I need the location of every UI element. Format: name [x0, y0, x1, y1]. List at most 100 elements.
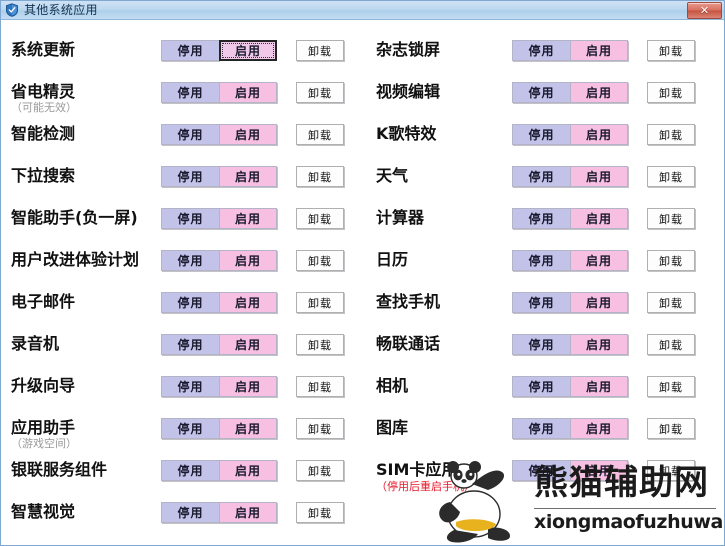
app-toggle-group: 停用 启用 — [161, 208, 277, 229]
disable-button[interactable]: 停用 — [161, 82, 219, 103]
uninstall-button[interactable]: 卸载 — [647, 250, 695, 271]
app-list: 系统更新 停用 启用 卸载 省电精灵 （可能无效） 停用 启用 卸载 智能检测 停用 启用 卸载 下拉搜索… — [1, 20, 724, 545]
disable-button[interactable]: 停用 — [512, 250, 570, 271]
disable-button[interactable]: 停用 — [512, 208, 570, 229]
app-row: K歌特效 停用 启用 卸载 — [364, 118, 724, 160]
uninstall-button[interactable]: 卸载 — [296, 166, 344, 187]
app-row: 银联服务组件 停用 启用 卸载 — [1, 454, 363, 496]
uninstall-button[interactable]: 卸载 — [647, 376, 695, 397]
app-name-label: 用户改进体验计划 — [11, 250, 140, 269]
app-row: 系统更新 停用 启用 卸载 — [1, 34, 363, 76]
disable-button[interactable]: 停用 — [161, 418, 219, 439]
app-name-label: 下拉搜索 — [11, 166, 76, 185]
enable-button[interactable]: 启用 — [570, 82, 628, 103]
uninstall-button[interactable]: 卸载 — [296, 460, 344, 481]
app-row: 天气 停用 启用 卸载 — [364, 160, 724, 202]
app-row: 下拉搜索 停用 启用 卸载 — [1, 160, 363, 202]
disable-button[interactable]: 停用 — [512, 40, 570, 61]
disable-button[interactable]: 停用 — [161, 166, 219, 187]
enable-button[interactable]: 启用 — [219, 502, 277, 523]
app-name-label: 电子邮件 — [11, 292, 76, 311]
enable-button[interactable]: 启用 — [219, 460, 277, 481]
app-row: 视频编辑 停用 启用 卸载 — [364, 76, 724, 118]
enable-button[interactable]: 启用 — [219, 418, 277, 439]
enable-button[interactable]: 启用 — [570, 208, 628, 229]
app-toggle-group: 停用 启用 — [512, 250, 628, 271]
disable-button[interactable]: 停用 — [161, 376, 219, 397]
disable-button[interactable]: 停用 — [512, 124, 570, 145]
uninstall-button[interactable]: 卸载 — [647, 82, 695, 103]
enable-button[interactable]: 启用 — [570, 40, 628, 61]
uninstall-button[interactable]: 卸载 — [647, 124, 695, 145]
app-toggle-group: 停用 启用 — [512, 376, 628, 397]
app-name-label: 天气 — [376, 166, 409, 185]
app-column-right: 杂志锁屏 停用 启用 卸载 视频编辑 停用 启用 卸载 K歌特效 停用 启用 卸载 天气 停用 启用 卸载 计算… — [364, 20, 724, 545]
disable-button[interactable]: 停用 — [512, 292, 570, 313]
enable-button[interactable]: 启用 — [570, 292, 628, 313]
enable-button[interactable]: 启用 — [219, 250, 277, 271]
enable-button[interactable]: 启用 — [219, 334, 277, 355]
close-icon: ✕ — [699, 3, 710, 17]
app-name-label: 智能检测 — [11, 124, 76, 143]
disable-button[interactable]: 停用 — [161, 40, 219, 61]
uninstall-button[interactable]: 卸载 — [296, 418, 344, 439]
uninstall-button[interactable]: 卸载 — [296, 40, 344, 61]
uninstall-button[interactable]: 卸载 — [647, 166, 695, 187]
uninstall-button[interactable]: 卸载 — [296, 502, 344, 523]
enable-button[interactable]: 启用 — [219, 82, 277, 103]
disable-button[interactable]: 停用 — [512, 418, 570, 439]
disable-button[interactable]: 停用 — [161, 292, 219, 313]
disable-button[interactable]: 停用 — [512, 460, 570, 481]
app-toggle-group: 停用 启用 — [161, 124, 277, 145]
uninstall-button[interactable]: 卸载 — [296, 124, 344, 145]
enable-button[interactable]: 启用 — [570, 418, 628, 439]
uninstall-button[interactable]: 卸载 — [296, 250, 344, 271]
uninstall-button[interactable]: 卸载 — [647, 418, 695, 439]
uninstall-button[interactable]: 卸载 — [647, 460, 695, 481]
enable-button[interactable]: 启用 — [570, 250, 628, 271]
enable-button[interactable]: 启用 — [219, 166, 277, 187]
enable-button[interactable]: 启用 — [219, 40, 277, 61]
window-title: 其他系统应用 — [24, 3, 98, 17]
enable-button[interactable]: 启用 — [570, 166, 628, 187]
enable-button[interactable]: 启用 — [219, 208, 277, 229]
disable-button[interactable]: 停用 — [512, 334, 570, 355]
uninstall-button[interactable]: 卸载 — [296, 82, 344, 103]
disable-button[interactable]: 停用 — [161, 334, 219, 355]
enable-button[interactable]: 启用 — [570, 460, 628, 481]
close-button[interactable]: ✕ — [687, 1, 722, 19]
app-name-label: 录音机 — [11, 334, 60, 353]
app-toggle-group: 停用 启用 — [161, 40, 277, 61]
app-toggle-group: 停用 启用 — [161, 460, 277, 481]
enable-button[interactable]: 启用 — [570, 124, 628, 145]
disable-button[interactable]: 停用 — [512, 82, 570, 103]
uninstall-button[interactable]: 卸载 — [647, 292, 695, 313]
enable-button[interactable]: 启用 — [219, 124, 277, 145]
app-toggle-group: 停用 启用 — [161, 166, 277, 187]
uninstall-button[interactable]: 卸载 — [296, 376, 344, 397]
enable-button[interactable]: 启用 — [219, 292, 277, 313]
disable-button[interactable]: 停用 — [512, 376, 570, 397]
app-toggle-group: 停用 启用 — [512, 166, 628, 187]
enable-button[interactable]: 启用 — [570, 334, 628, 355]
app-sublabel: （游戏空间） — [11, 437, 77, 450]
uninstall-button[interactable]: 卸载 — [647, 40, 695, 61]
disable-button[interactable]: 停用 — [512, 166, 570, 187]
disable-button[interactable]: 停用 — [161, 124, 219, 145]
disable-button[interactable]: 停用 — [161, 460, 219, 481]
enable-button[interactable]: 启用 — [570, 376, 628, 397]
uninstall-button[interactable]: 卸载 — [296, 334, 344, 355]
enable-button[interactable]: 启用 — [219, 376, 277, 397]
uninstall-button[interactable]: 卸载 — [647, 334, 695, 355]
app-row: 智慧视觉 停用 启用 卸载 — [1, 496, 363, 538]
app-toggle-group: 停用 启用 — [512, 334, 628, 355]
app-toggle-group: 停用 启用 — [161, 334, 277, 355]
uninstall-button[interactable]: 卸载 — [647, 208, 695, 229]
disable-button[interactable]: 停用 — [161, 250, 219, 271]
disable-button[interactable]: 停用 — [161, 502, 219, 523]
uninstall-button[interactable]: 卸载 — [296, 292, 344, 313]
app-row: 相机 停用 启用 卸载 — [364, 370, 724, 412]
disable-button[interactable]: 停用 — [161, 208, 219, 229]
uninstall-button[interactable]: 卸载 — [296, 208, 344, 229]
